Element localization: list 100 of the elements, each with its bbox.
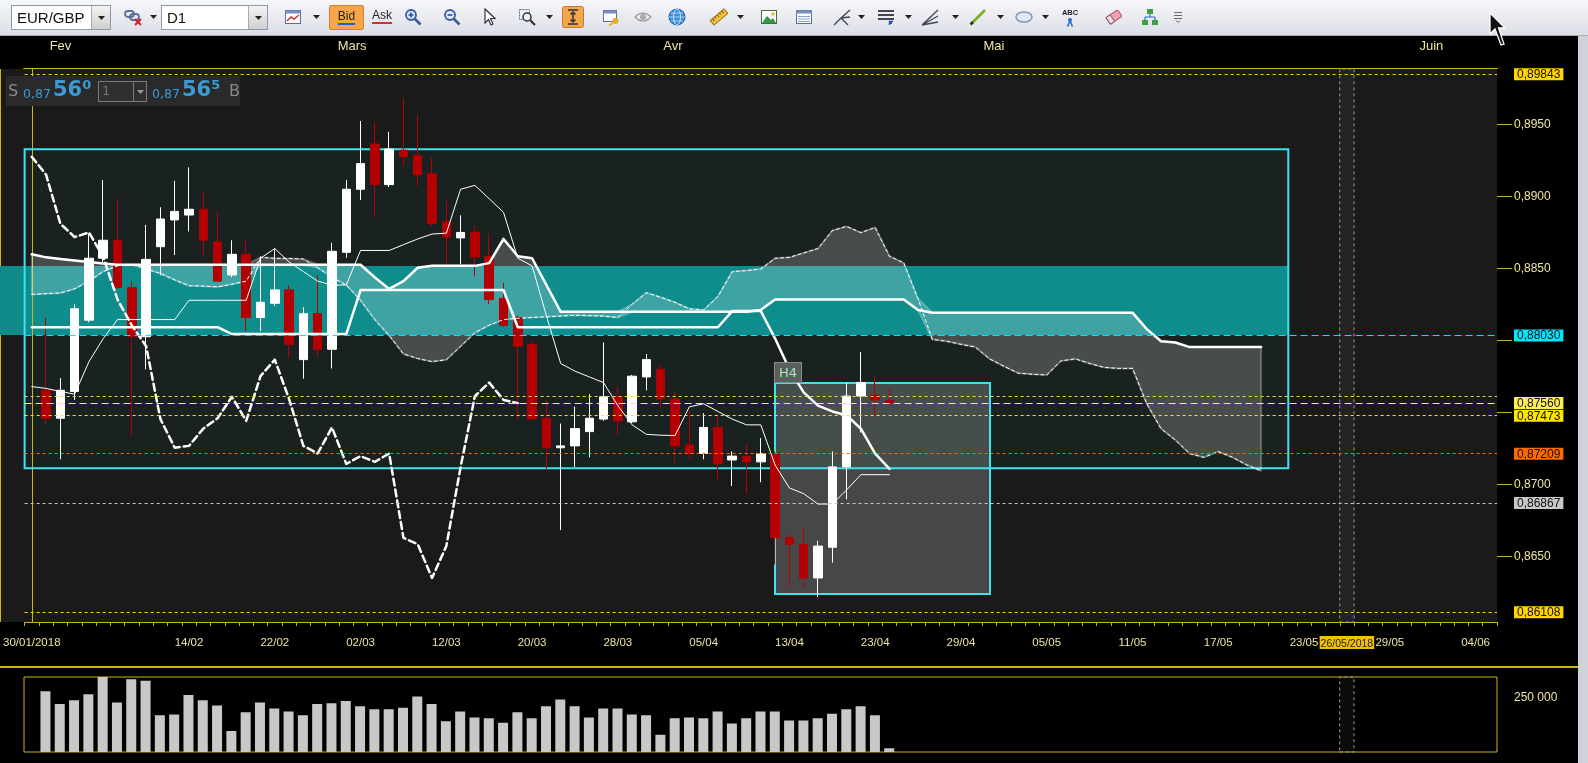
ref-line-label: 0,88030 — [1517, 328, 1561, 343]
category-label: Avr — [663, 38, 684, 53]
candlestick — [299, 306, 308, 380]
bar — [412, 696, 423, 752]
candlestick — [527, 340, 537, 421]
candlestick — [856, 351, 866, 433]
bar — [798, 720, 809, 752]
candlestick — [256, 255, 265, 332]
candlestick — [656, 363, 665, 409]
bar — [769, 711, 780, 752]
bar — [669, 718, 680, 752]
bar — [383, 709, 394, 752]
bar — [812, 718, 823, 752]
candlestick — [213, 210, 222, 283]
candlestick — [599, 341, 608, 422]
bar — [312, 704, 323, 752]
candlestick — [813, 540, 823, 598]
candlestick — [713, 413, 723, 481]
candlestick — [570, 406, 580, 468]
bar — [440, 721, 451, 752]
bar — [712, 711, 723, 752]
candlestick — [770, 450, 780, 566]
bar — [612, 708, 623, 752]
bar — [111, 702, 122, 752]
candlestick — [170, 180, 179, 256]
quantity-field: 1 — [98, 81, 147, 102]
candlestick — [399, 97, 408, 167]
candlestick — [384, 131, 394, 188]
annotation: H4 — [779, 364, 798, 380]
candlestick — [699, 412, 708, 460]
bar — [269, 708, 280, 752]
bar — [126, 679, 137, 752]
bar — [784, 720, 795, 752]
bar — [355, 706, 366, 752]
bar — [369, 709, 380, 752]
candlestick — [885, 387, 894, 407]
x-tick-label: 23/04 — [860, 636, 891, 648]
candlestick — [70, 303, 79, 401]
candlestick — [370, 121, 380, 218]
bar — [283, 711, 294, 752]
bar — [641, 715, 652, 752]
bar — [684, 717, 694, 752]
candlestick — [727, 450, 737, 487]
bar — [197, 700, 208, 752]
bar — [240, 712, 251, 752]
dropdown-field: EUR/GBP — [11, 5, 111, 30]
bar — [254, 702, 265, 752]
bar — [569, 706, 580, 752]
candlestick — [870, 375, 880, 418]
bar — [626, 714, 637, 752]
x-tick-label: 04/06 — [1461, 636, 1490, 648]
candlestick — [499, 282, 508, 328]
candlestick — [270, 248, 280, 307]
y-tick-label: 0,8950 — [1514, 116, 1552, 131]
candlestick — [113, 198, 122, 290]
candlestick — [199, 191, 208, 257]
bar — [169, 714, 180, 752]
annotation: 0,87 — [23, 86, 51, 101]
bar — [827, 713, 837, 752]
x-tick-label: 11/05 — [1118, 636, 1147, 648]
candlestick — [685, 408, 694, 460]
bar — [40, 691, 51, 752]
x-tick-label: 02/03 — [346, 636, 375, 648]
bar — [469, 717, 480, 752]
bar — [698, 718, 709, 752]
button: Bid — [329, 5, 364, 30]
candlestick — [756, 437, 766, 483]
y-tick-label: 0,8650 — [1514, 548, 1552, 563]
bar — [583, 717, 594, 752]
x-tick-label: 28/03 — [603, 636, 633, 648]
candlestick — [785, 533, 794, 588]
text: 250 000 — [1514, 690, 1558, 705]
dropdown-field: D1 — [161, 5, 268, 30]
chart-title: EUR/GBP — [17, 9, 85, 26]
annotation: 56⁰ — [53, 77, 92, 101]
candlestick — [670, 391, 680, 464]
x-tick-label: 14/02 — [174, 636, 204, 648]
bar — [869, 715, 880, 752]
candlestick — [470, 225, 480, 277]
bar — [340, 701, 351, 752]
bar — [140, 680, 151, 752]
bar — [212, 705, 223, 752]
candlestick — [556, 423, 565, 531]
bar — [855, 706, 866, 752]
category-label: Juin — [1419, 38, 1444, 53]
bar — [598, 708, 609, 752]
x-tick-label: 26/05/2018 — [1320, 636, 1374, 649]
x-tick-label: 23/05 — [1289, 636, 1319, 648]
annotation: 56⁵ — [182, 77, 221, 101]
bar — [655, 734, 666, 752]
bar — [498, 722, 509, 752]
x-tick-label: 05/05 — [1032, 636, 1062, 648]
bar — [426, 704, 437, 752]
x-tick-label: 12/03 — [431, 636, 461, 648]
ref-line-label: 0,86867 — [1517, 495, 1561, 510]
bar — [526, 718, 537, 752]
bar — [183, 695, 194, 752]
candlestick — [585, 393, 594, 458]
x-tick-label: 13/04 — [775, 636, 805, 648]
category-label: Fev — [49, 38, 72, 53]
